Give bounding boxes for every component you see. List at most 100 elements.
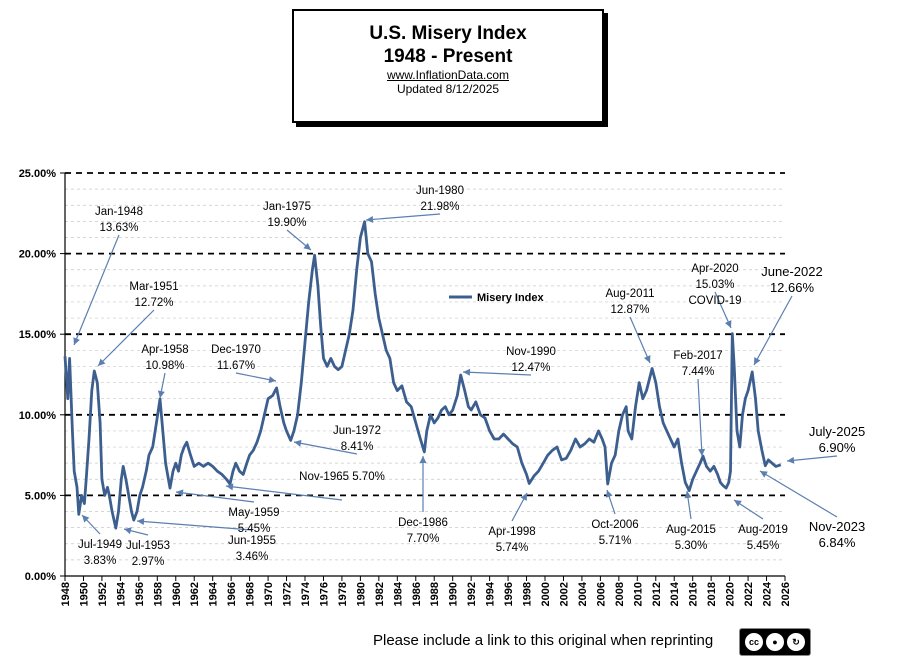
annotation-date: Nov-1990 — [506, 346, 556, 358]
annotation-arrow — [225, 485, 343, 501]
annotation-value: 15.03% — [695, 279, 734, 291]
x-tick-label: 2016 — [688, 582, 700, 606]
x-tick-label: 1998 — [522, 582, 534, 606]
annotation-arrow — [365, 213, 441, 221]
annotation-value: 12.87% — [610, 304, 649, 316]
cc-license-badge[interactable]: cc ● ↻ — [739, 628, 811, 656]
y-tick-label: 15.00% — [19, 329, 57, 341]
x-tick-label: 1954 — [115, 581, 127, 606]
x-tick-label: 1994 — [485, 581, 497, 606]
annotation-value: 3.83% — [84, 555, 117, 567]
annotation-value: 12.66% — [770, 280, 815, 295]
annotation-value: 7.70% — [407, 533, 440, 545]
x-tick-label: 1992 — [466, 582, 478, 606]
annotation-arrow — [97, 309, 155, 367]
annotation-arrow — [462, 371, 532, 376]
annotation-value: 13.63% — [99, 222, 138, 234]
annotation-date: Jul-1953 — [126, 540, 170, 552]
y-tick-label: 0.00% — [25, 571, 56, 583]
updated-date: Updated 8/12/2025 — [396, 82, 500, 96]
legend-label: Misery Index — [477, 292, 545, 304]
annotation-arrowhead — [124, 527, 132, 535]
sa-icon: ↻ — [787, 633, 805, 651]
annotation-arrow — [753, 295, 793, 366]
annotation-text: Nov-1965 5.70% — [299, 471, 385, 483]
annotation-arrowhead — [268, 376, 276, 384]
x-tick-label: 1950 — [78, 582, 90, 606]
x-tick-label: 1972 — [282, 582, 294, 606]
x-tick-label: 2008 — [614, 582, 626, 606]
annotation-date: July-2025 — [809, 424, 865, 439]
annotation-arrow — [786, 455, 838, 462]
x-tick-label: 2024 — [762, 581, 774, 606]
annotation-value: 5.45% — [747, 540, 780, 552]
annotation-date: Mar-1951 — [129, 281, 178, 293]
annotation-value: 6.90% — [819, 440, 856, 455]
annotation-date: Apr-1998 — [488, 526, 535, 538]
annotation-arrowhead — [520, 493, 527, 501]
x-tick-label: 1984 — [392, 581, 404, 606]
reprint-notice: Please include a link to this original w… — [373, 632, 714, 649]
cc-icon: cc — [745, 633, 763, 651]
annotation-date: Aug-2011 — [605, 288, 654, 300]
annotation-value: 6.84% — [819, 535, 856, 550]
x-tick-label: 2006 — [595, 582, 607, 606]
x-tick-label: 2004 — [577, 581, 589, 606]
annotation-arrowhead — [176, 489, 184, 497]
annotation-arrow — [175, 491, 255, 503]
annotation-arrowhead — [734, 500, 742, 507]
chart-date-range: 1948 - Present — [383, 46, 513, 67]
x-tick-label: 2002 — [558, 582, 570, 606]
annotation-date: May-1959 — [228, 507, 279, 519]
chart-title: U.S. Misery Index — [369, 23, 527, 44]
annotation-date: Dec-1970 — [211, 344, 261, 356]
annotation-value: 3.46% — [236, 551, 269, 563]
x-tick-label: 2010 — [632, 582, 644, 606]
x-tick-label: 1986 — [411, 582, 423, 606]
x-tick-label: 1952 — [97, 582, 109, 606]
x-tick-label: 2020 — [725, 582, 737, 606]
annotation-arrowhead — [754, 357, 761, 365]
annotation-value: 11.67% — [217, 360, 255, 372]
annotation-date: Aug-2015 — [666, 524, 716, 536]
annotation-arrowhead — [684, 491, 692, 499]
annotation-date: Apr-1958 — [141, 344, 188, 356]
annotation-arrowhead — [463, 368, 471, 376]
annotation-arrowhead — [366, 215, 374, 223]
annotation-note: COVID-19 — [688, 295, 741, 307]
annotation-date: Feb-2017 — [673, 350, 722, 362]
x-tick-label: 1958 — [152, 582, 164, 606]
x-tick-label: 1980 — [355, 582, 367, 606]
annotation-date: June-2022 — [761, 264, 822, 279]
annotation-arrowhead — [98, 358, 106, 366]
annotation-value: 12.47% — [511, 362, 550, 374]
annotation-value: 5.30% — [675, 540, 708, 552]
annotation-arrowhead — [82, 515, 90, 523]
x-tick-label: 1966 — [226, 582, 238, 606]
annotation-value: 5.74% — [496, 542, 529, 554]
annotation-date: Jul-1949 — [78, 539, 122, 551]
annotation-date: Jan-1948 — [95, 206, 143, 218]
annotation-arrow — [136, 520, 253, 531]
x-tick-label: 2018 — [706, 582, 718, 606]
annotation-arrowhead — [760, 471, 768, 478]
annotation-arrowhead — [724, 320, 732, 328]
x-tick-label: 2026 — [780, 582, 792, 606]
annotation-date: Dec-1986 — [398, 517, 448, 529]
annotation-date: Aug-2019 — [738, 524, 788, 536]
x-tick-label: 1976 — [318, 582, 330, 606]
annotation-arrow — [73, 234, 120, 346]
website-link[interactable]: www.InflationData.com — [386, 68, 510, 82]
x-tick-label: 1968 — [245, 582, 257, 606]
x-tick-label: 2022 — [743, 582, 755, 606]
x-tick-label: 1970 — [263, 582, 275, 606]
x-tick-label: 1990 — [448, 582, 460, 606]
y-tick-label: 20.00% — [19, 249, 57, 261]
annotation-value: 12.72% — [134, 297, 173, 309]
annotation-date: Nov-2023 — [809, 519, 865, 534]
y-tick-label: 25.00% — [19, 168, 57, 180]
annotation-arrowhead — [73, 337, 80, 345]
x-tick-label: 1974 — [300, 581, 312, 606]
x-tick-label: 1982 — [374, 582, 386, 606]
